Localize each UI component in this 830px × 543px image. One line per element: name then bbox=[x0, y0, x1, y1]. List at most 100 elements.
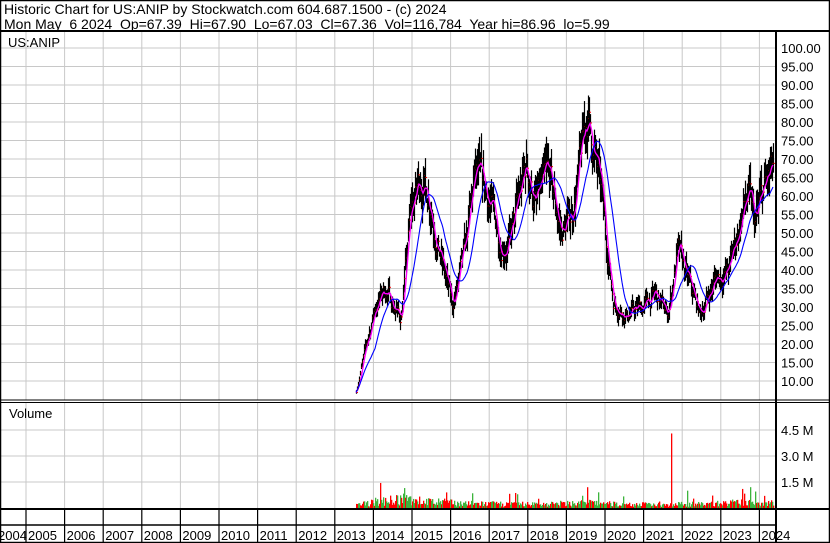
volume-bar bbox=[693, 498, 695, 508]
volume-bar bbox=[669, 505, 671, 508]
volume-bar bbox=[740, 505, 742, 508]
volume-bar bbox=[482, 501, 484, 508]
volume-bar bbox=[769, 503, 771, 508]
volume-bar bbox=[644, 503, 646, 508]
volume-bar bbox=[435, 504, 437, 508]
volume-bar bbox=[695, 503, 697, 508]
volume-bar bbox=[490, 501, 492, 508]
volume-bar bbox=[658, 502, 660, 508]
volume-bar bbox=[396, 495, 398, 508]
volume-bar bbox=[546, 503, 548, 508]
volume-bar bbox=[475, 502, 477, 508]
volume-bar bbox=[484, 504, 486, 508]
volume-bar bbox=[394, 504, 396, 508]
volume-bar bbox=[393, 502, 395, 508]
volume-bar bbox=[483, 506, 485, 508]
volume-bar bbox=[422, 503, 424, 508]
volume-bar bbox=[499, 504, 501, 508]
volume-bar bbox=[674, 506, 676, 508]
volume-bar bbox=[582, 495, 584, 508]
volume-bar bbox=[635, 505, 637, 508]
volume-bar bbox=[503, 506, 505, 508]
year-label: 2018 bbox=[530, 528, 559, 543]
volume-bar bbox=[417, 501, 419, 508]
volume-bar bbox=[726, 503, 728, 508]
volume-bar bbox=[433, 503, 435, 508]
volume-bar bbox=[711, 501, 713, 508]
volume-bar bbox=[557, 503, 559, 508]
volume-bar bbox=[403, 493, 405, 508]
volume-bar bbox=[532, 502, 534, 508]
volume-bar bbox=[379, 503, 381, 508]
volume-bar bbox=[545, 503, 547, 508]
volume-bar bbox=[447, 500, 449, 508]
volume-bar bbox=[383, 497, 385, 508]
volume-bar bbox=[399, 505, 401, 508]
volume-bar bbox=[454, 500, 456, 508]
volume-bar bbox=[617, 506, 619, 508]
volume-bar bbox=[673, 504, 675, 508]
volume-bar bbox=[543, 502, 545, 508]
year-label: 2010 bbox=[221, 528, 250, 543]
volume-bar bbox=[455, 505, 457, 508]
volume-bar bbox=[672, 506, 674, 508]
volume-bar bbox=[593, 501, 595, 508]
volume-bar bbox=[754, 505, 756, 508]
volume-bar bbox=[398, 504, 400, 508]
price-tick-label: 35.00 bbox=[781, 282, 814, 297]
volume-bar bbox=[751, 502, 753, 508]
volume-bar bbox=[492, 501, 494, 508]
volume-bar bbox=[772, 501, 774, 508]
volume-bar bbox=[574, 503, 576, 508]
volume-bar bbox=[698, 501, 700, 508]
price-tick-label: 45.00 bbox=[781, 245, 814, 260]
volume-bar bbox=[722, 505, 724, 508]
volume-bar bbox=[479, 505, 481, 508]
volume-bar bbox=[413, 498, 415, 508]
volume-bar bbox=[765, 502, 767, 508]
volume-bar bbox=[626, 503, 628, 508]
volume-bar bbox=[687, 490, 689, 508]
volume-bar bbox=[426, 498, 428, 508]
year-label: 2012 bbox=[298, 528, 327, 543]
volume-bar bbox=[576, 505, 578, 508]
volume-bar bbox=[575, 505, 577, 508]
volume-bar bbox=[549, 505, 551, 508]
volume-bar bbox=[608, 504, 610, 508]
volume-bar bbox=[356, 503, 358, 508]
volume-bar bbox=[505, 505, 507, 508]
volume-bar bbox=[380, 482, 382, 508]
volume-bar bbox=[767, 505, 769, 508]
volume-bar bbox=[719, 503, 721, 508]
volume-bar bbox=[500, 501, 502, 508]
volume-bar bbox=[364, 501, 366, 508]
volume-bar bbox=[689, 502, 691, 508]
volume-bar bbox=[551, 501, 553, 508]
volume-bar bbox=[735, 501, 737, 508]
price-tick-label: 30.00 bbox=[781, 300, 814, 315]
volume-bar bbox=[601, 503, 603, 508]
volume-bar bbox=[555, 503, 557, 508]
volume-bar bbox=[427, 505, 429, 508]
price-tick-label: 15.00 bbox=[781, 356, 814, 371]
volume-bar bbox=[553, 503, 555, 508]
volume-bar bbox=[554, 504, 556, 508]
volume-bar bbox=[502, 503, 504, 508]
volume-bar bbox=[712, 495, 714, 508]
volume-bar bbox=[616, 502, 618, 508]
grid bbox=[0, 31, 775, 509]
volume-bar bbox=[498, 503, 500, 508]
volume-bar bbox=[685, 503, 687, 508]
volume-bar bbox=[656, 506, 658, 508]
volume-bar bbox=[625, 504, 627, 508]
price-tick-label: 100.00 bbox=[781, 41, 821, 56]
volume-bar bbox=[705, 505, 707, 508]
volume-bar bbox=[400, 495, 402, 508]
volume-bar bbox=[397, 495, 399, 508]
volume-bar bbox=[583, 501, 585, 508]
volume-bar bbox=[586, 504, 588, 508]
volume-bar bbox=[651, 506, 653, 508]
volume-bar bbox=[666, 504, 668, 508]
volume-bar bbox=[390, 495, 392, 508]
